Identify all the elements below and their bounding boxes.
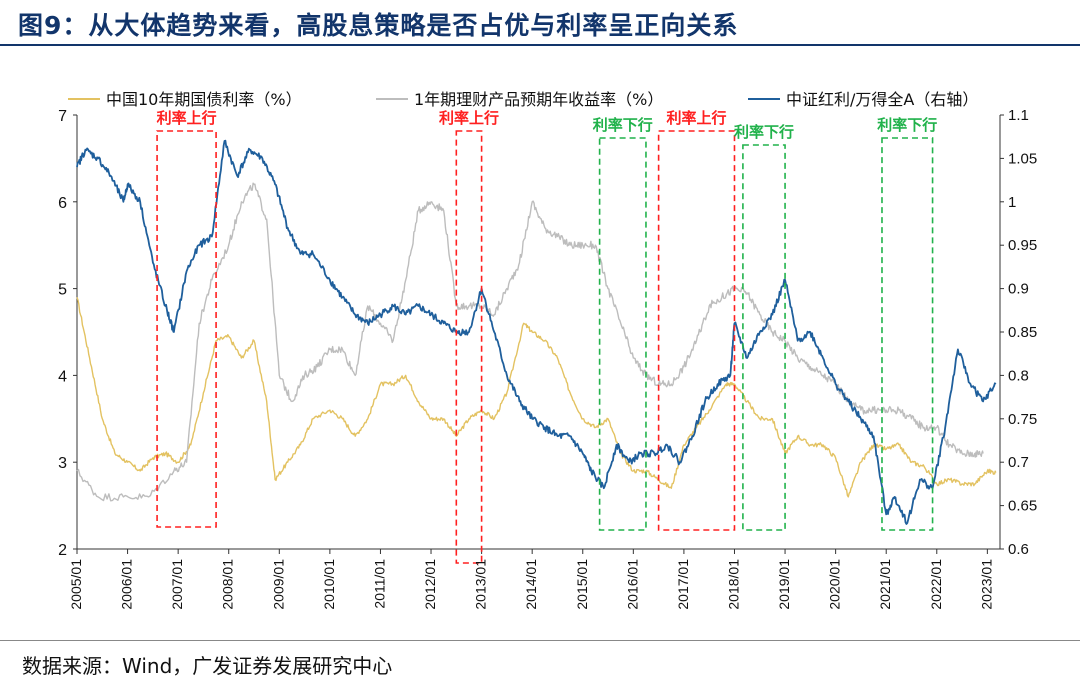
- right-tick-label: 0.7: [1008, 454, 1029, 471]
- x-tick-label: 2007/01: [169, 559, 185, 610]
- x-tick-label: 2011/01: [371, 559, 387, 609]
- x-tick-label: 2005/01: [68, 559, 84, 610]
- annotation-label: 利率上行: [439, 109, 499, 127]
- x-tick-label: 2018/01: [725, 559, 741, 610]
- left-tick-label: 2: [58, 542, 67, 559]
- left-tick-label: 3: [58, 455, 67, 472]
- right-tick-label: 0.6: [1008, 541, 1029, 558]
- x-tick-label: 2023/01: [978, 559, 994, 610]
- chart-title: 图9：从大体趋势来看，高股息策略是否占优与利率呈正向关系: [18, 11, 739, 40]
- annotation-label: 利率下行: [593, 116, 653, 134]
- x-tick-label: 2016/01: [624, 559, 640, 610]
- left-tick-label: 6: [58, 195, 67, 212]
- legend: 中国10年期国债利率（%） 1年期理财产品预期年收益率（%） 中证红利/万得全A（右…: [68, 90, 978, 109]
- legend-label: 中国10年期国债利率（%）: [106, 90, 302, 109]
- annotation-label: 利率下行: [877, 116, 937, 134]
- right-tick-label: 0.95: [1008, 237, 1037, 254]
- right-tick-label: 0.8: [1008, 367, 1029, 384]
- annotation-box: [598, 137, 647, 531]
- legend-label: 1年期理财产品预期年收益率（%）: [414, 90, 663, 109]
- series-layer: [76, 139, 997, 525]
- right-tick-label: 1.05: [1008, 150, 1037, 167]
- right-tick-label: 0.65: [1008, 498, 1037, 515]
- annotation-box: [881, 137, 934, 531]
- annotation-box: [657, 130, 736, 531]
- left-tick-label: 4: [58, 368, 67, 385]
- x-tick-label: 2015/01: [574, 559, 590, 610]
- right-tick-label: 1: [1008, 194, 1016, 211]
- right-tick-label: 0.9: [1008, 281, 1029, 298]
- annotation-label: 利率上行: [157, 109, 217, 127]
- x-tick-label: 2012/01: [422, 559, 438, 610]
- source-note: 数据来源：Wind，广发证券发展研究中心: [22, 654, 393, 678]
- right-tick-label: 0.85: [1008, 324, 1037, 341]
- x-tick-label: 2010/01: [321, 559, 337, 610]
- annotation-box: [156, 130, 217, 528]
- annotation-box: [742, 144, 786, 531]
- x-tick-label: 2009/01: [270, 559, 286, 610]
- source-divider: [0, 640, 1080, 641]
- legend-label: 中证红利/万得全A（右轴）: [786, 90, 978, 109]
- x-tick-label: 2017/01: [675, 559, 691, 610]
- x-tick-label: 2022/01: [928, 559, 944, 610]
- x-tick-label: 2019/01: [776, 559, 792, 610]
- x-tick-label: 2021/01: [877, 559, 893, 610]
- left-tick-label: 7: [58, 108, 67, 125]
- series-line-1: [76, 297, 997, 498]
- right-tick-label: 0.75: [1008, 411, 1037, 428]
- x-tick-label: 2006/01: [119, 559, 135, 610]
- x-tick-label: 2008/01: [220, 559, 236, 610]
- x-tick-label: 2013/01: [473, 559, 489, 610]
- title-underline: [0, 44, 1080, 46]
- axes-layer: [73, 114, 1004, 554]
- x-tick-label: 2020/01: [827, 559, 843, 610]
- tick-label-layer: 2 3 4 5 6 7 0.6 0.65 0.7 0.75 0.8 0.85 0.9 0.95 1 1.05 1…: [58, 107, 1037, 610]
- left-tick-label: 5: [58, 282, 67, 299]
- annotation-label: 利率上行: [667, 109, 727, 127]
- annotation-label: 利率下行: [734, 123, 794, 141]
- right-tick-label: 1.1: [1008, 107, 1029, 124]
- x-tick-label: 2014/01: [523, 559, 539, 610]
- series-line-3: [76, 139, 997, 525]
- annotation-box: [455, 130, 483, 564]
